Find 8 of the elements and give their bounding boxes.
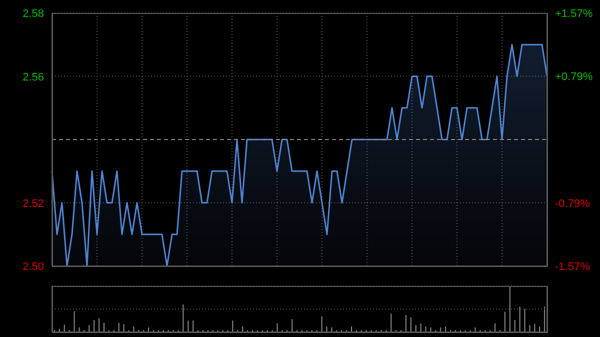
y2-tick-label: +0.79% bbox=[555, 70, 593, 83]
y-tick-label: 2.58 bbox=[22, 8, 44, 20]
y2-tick-label: -1.57% bbox=[555, 261, 590, 273]
y-tick-label: 2.50 bbox=[22, 261, 44, 273]
y2-tick-label: -0.79% bbox=[555, 198, 590, 210]
y2-tick-label: +1.57% bbox=[555, 8, 593, 20]
y-tick-label: 2.56 bbox=[22, 71, 44, 84]
y-tick-label: 2.52 bbox=[22, 198, 44, 210]
